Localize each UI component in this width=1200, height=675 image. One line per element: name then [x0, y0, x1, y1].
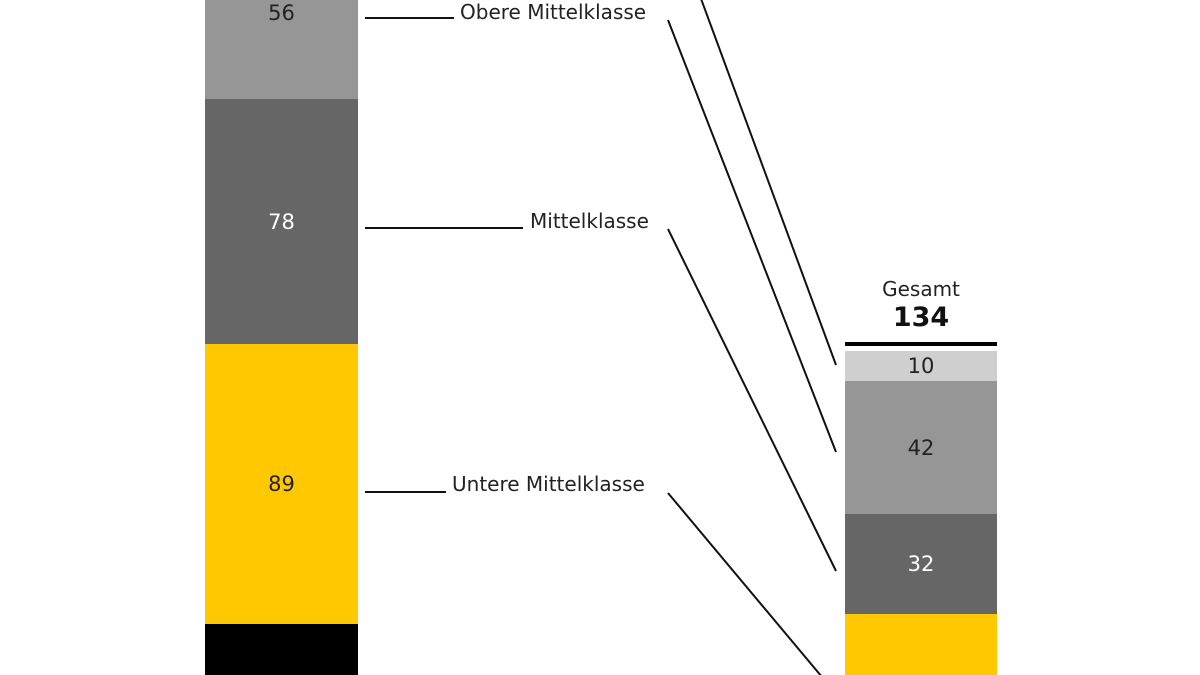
left-segment-mittel: 78: [205, 99, 358, 344]
label-obere-mittelklasse: Obere Mittelklasse: [460, 0, 647, 24]
left-segment-obere: 56: [205, 0, 358, 99]
right-value-top: 10: [907, 354, 935, 378]
total-caption: Gesamt: [882, 277, 960, 301]
label-mittelklasse: Mittelklasse: [530, 209, 649, 233]
left-segment-untere: 89: [205, 344, 358, 624]
right-segment-obere: 42: [845, 381, 997, 514]
total-value: 134: [892, 302, 950, 333]
left-segment-bottom: [205, 624, 358, 675]
leader-mittel-diagonal: [667, 228, 837, 572]
left-value-untere: 89: [268, 472, 295, 496]
right-value-obere: 42: [907, 435, 935, 460]
leader-top-diagonal: [700, 0, 837, 366]
right-segment-untere: [845, 614, 997, 675]
total-rule: [845, 342, 997, 346]
left-value-mittel: 78: [268, 209, 295, 234]
left-value-obere: 56: [268, 1, 295, 25]
right-value-mittel: 32: [907, 552, 935, 576]
leader-untere-diagonal: [667, 492, 822, 675]
right-segment-mittel: 32: [845, 514, 997, 614]
right-segment-top: 10: [845, 351, 997, 381]
leader-obere-diagonal: [667, 19, 837, 453]
label-untere-mittelklasse: Untere Mittelklasse: [452, 472, 645, 496]
